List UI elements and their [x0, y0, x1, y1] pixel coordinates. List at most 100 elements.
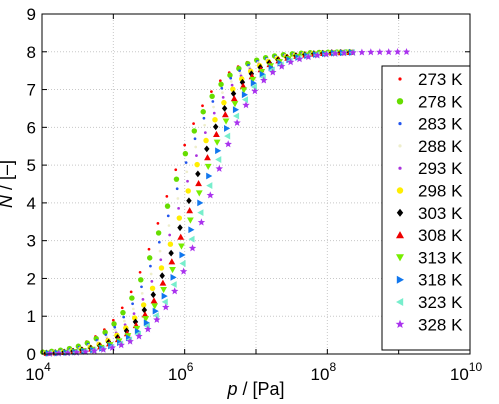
- data-point: [221, 96, 225, 99]
- data-point: [322, 50, 330, 58]
- data-point: [176, 197, 180, 200]
- data-point: [206, 182, 213, 189]
- data-point: [81, 347, 90, 355]
- data-point: [313, 51, 322, 59]
- data-point: [168, 249, 174, 257]
- data-point: [90, 347, 99, 355]
- data-point: [186, 217, 194, 224]
- data-point: [46, 349, 54, 357]
- data-point: [215, 164, 223, 172]
- data-point: [206, 172, 213, 180]
- y-axis-label: N/ [–]: [0, 160, 16, 208]
- series-328-k: [46, 48, 411, 357]
- data-point: [233, 118, 241, 126]
- data-point: [149, 285, 156, 292]
- data-point: [144, 325, 152, 333]
- data-point: [188, 235, 195, 243]
- data-point: [239, 78, 246, 86]
- data-point: [231, 101, 239, 108]
- data-point: [210, 90, 213, 93]
- legend-label: 328 K: [418, 315, 463, 334]
- legend-label: 313 K: [418, 248, 463, 267]
- data-point: [240, 87, 248, 94]
- data-point: [64, 349, 72, 357]
- y-tick-label: 4: [27, 194, 36, 213]
- data-point: [140, 302, 147, 308]
- data-point: [167, 224, 171, 227]
- data-point: [141, 298, 145, 301]
- data-point: [171, 287, 179, 295]
- data-point: [213, 130, 220, 138]
- series-288-k: [42, 50, 349, 354]
- y-tick-label: 5: [27, 156, 36, 175]
- data-point: [230, 90, 237, 98]
- data-point: [159, 258, 163, 262]
- x-tick-label: 1010: [450, 360, 483, 384]
- data-point: [304, 53, 313, 61]
- data-point: [150, 297, 158, 304]
- x-tick-label: 104: [25, 360, 51, 384]
- data-point: [167, 241, 174, 247]
- series-278-k: [39, 49, 349, 355]
- data-point: [227, 72, 233, 78]
- data-point: [259, 70, 266, 78]
- data-point: [120, 309, 126, 316]
- legend-marker: [398, 77, 402, 81]
- data-point: [232, 112, 240, 120]
- data-point: [179, 260, 186, 267]
- data-point: [224, 132, 231, 140]
- data-point: [150, 280, 154, 283]
- data-point: [158, 249, 162, 253]
- legend-label: 293 K: [418, 159, 463, 178]
- data-point: [221, 111, 229, 118]
- y-tick-label: 0: [27, 345, 36, 364]
- legend-label: 323 K: [418, 293, 463, 312]
- data-point: [72, 348, 81, 356]
- data-point: [184, 161, 188, 164]
- legend-marker: [398, 144, 402, 148]
- data-point: [250, 79, 257, 87]
- data-point: [175, 187, 179, 191]
- legend-marker: [398, 122, 402, 126]
- series-298-k: [42, 49, 352, 356]
- data-point: [295, 55, 304, 63]
- data-point: [177, 233, 185, 240]
- data-point: [186, 179, 189, 183]
- x-tick-label: 106: [168, 360, 194, 384]
- data-point: [230, 83, 234, 87]
- data-point: [149, 264, 152, 268]
- data-point: [220, 86, 224, 90]
- data-point: [202, 116, 206, 120]
- data-point: [230, 95, 238, 102]
- data-point: [193, 137, 197, 141]
- data-point: [141, 311, 149, 318]
- data-point: [138, 277, 144, 283]
- data-point: [269, 68, 277, 76]
- data-point: [232, 106, 240, 114]
- y-tick-label: 2: [27, 269, 36, 288]
- data-point: [156, 222, 160, 225]
- data-point: [212, 105, 215, 109]
- data-point: [173, 176, 180, 182]
- data-point: [367, 48, 375, 56]
- legend-label: 308 K: [418, 226, 463, 245]
- data-point: [170, 273, 177, 281]
- data-point: [99, 345, 108, 353]
- legend-marker: [395, 319, 405, 328]
- data-point: [166, 214, 170, 218]
- data-point: [204, 145, 210, 153]
- data-point: [117, 341, 125, 349]
- y-tick-label: 8: [27, 43, 36, 62]
- data-point: [179, 267, 188, 275]
- data-point: [215, 156, 222, 163]
- data-point: [168, 233, 172, 237]
- data-point: [251, 87, 259, 95]
- data-point: [161, 298, 168, 306]
- data-point: [140, 291, 144, 295]
- data-point: [179, 251, 186, 259]
- data-point: [211, 100, 215, 103]
- data-point: [160, 287, 168, 294]
- data-point: [376, 48, 384, 56]
- x-tick-label: 108: [311, 360, 337, 384]
- data-point: [209, 93, 215, 100]
